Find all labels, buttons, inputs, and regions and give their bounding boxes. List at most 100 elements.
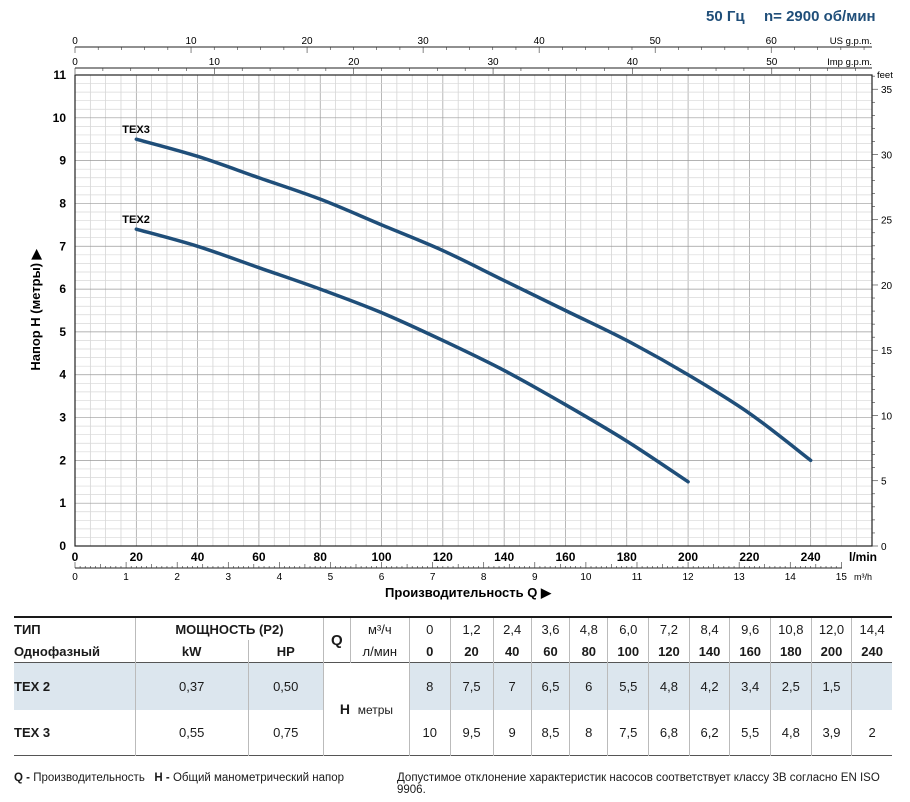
head-cell: 8,5 (530, 709, 570, 756)
m3h-cell: 8,4 (688, 617, 730, 640)
head-cell: 7,5 (449, 662, 494, 710)
x-tick-label: 20 (130, 550, 144, 564)
y-tick-label: 6 (59, 282, 66, 296)
x-tick-label: 100 (372, 550, 392, 564)
lmin-cell: 0 (408, 640, 451, 663)
m3h-unit-label: m³/h (854, 572, 872, 582)
head-cell: 10 (408, 709, 451, 756)
head-cell: 2,5 (770, 662, 812, 710)
m3h-tick-label: 6 (379, 572, 385, 583)
head-cell: 4,8 (648, 662, 690, 710)
m3h-tick-label: 13 (734, 572, 746, 583)
top-axis-tick-label: 30 (488, 57, 500, 68)
m3h-tick-label: 12 (683, 572, 695, 583)
top-axis-tick-label: 10 (185, 36, 197, 47)
m3h-cell: 4,8 (569, 617, 608, 640)
lmin-cell: 180 (770, 640, 812, 663)
m3h-tick-label: 8 (481, 572, 487, 583)
hp-cell: 0,50 (247, 662, 324, 710)
frequency-label: 50 Гц (706, 8, 745, 25)
x-unit-label: l/min (849, 550, 877, 564)
m3h-cell: 10,8 (770, 617, 812, 640)
x-axis-label: Производительность Q ▶ (385, 585, 552, 600)
h-legend-text: Общий манометрический напор (172, 772, 345, 784)
q-m3h-label: м³/ч (349, 617, 410, 640)
top-axis-tick-label: 0 (72, 36, 78, 47)
h-letter: H (339, 701, 350, 717)
m3h-cell: 0 (408, 617, 451, 640)
lmin-cell: 160 (729, 640, 771, 663)
top-axis-tick-label: 60 (766, 36, 778, 47)
top-axis-unit-label: US g.p.m. (830, 36, 872, 47)
m3h-tick-label: 0 (72, 572, 78, 583)
h-label: H метры (322, 662, 410, 756)
lmin-cell: 240 (851, 640, 892, 663)
head-cell: 7,5 (607, 709, 649, 756)
head-cell: 2 (851, 709, 892, 756)
lmin-cell: 40 (492, 640, 532, 663)
m3h-tick-label: 10 (580, 572, 592, 583)
m3h-tick-label: 7 (430, 572, 436, 583)
h-legend-key: H - (154, 772, 170, 784)
x-tick-label: 0 (72, 550, 79, 564)
m3h-cell: 12,0 (810, 617, 852, 640)
y-tick-label: 8 (59, 196, 66, 210)
head-cell: 8 (408, 662, 451, 710)
kw-cell: 0,37 (134, 662, 248, 710)
y-tick-label: 11 (53, 68, 66, 82)
series-line-tex3 (134, 137, 813, 463)
feet-unit-label: feet (877, 70, 893, 81)
x-tick-label: 140 (494, 550, 514, 564)
m3h-cell: 9,6 (729, 617, 771, 640)
m3h-cell: 1,2 (449, 617, 494, 640)
y-tick-label: 4 (59, 368, 66, 382)
top-axis-tick-label: 40 (627, 57, 639, 68)
top-axis-tick-label: 20 (348, 57, 360, 68)
spec-table: ТИП МОЩНОСТЬ (P2) Q м³/ч 0 1,2 2,4 3,6 4… (14, 616, 892, 756)
m3h-tick-label: 5 (328, 572, 334, 583)
feet-tick-label: 0 (881, 542, 887, 553)
head-cell (851, 662, 892, 710)
plot-border (74, 74, 873, 547)
col-type-header: ТИП (14, 621, 41, 637)
top-axis-tick-label: 0 (72, 57, 78, 68)
feet-tick-label: 5 (881, 477, 887, 488)
feet-tick-label: 30 (881, 150, 893, 161)
m3h-cell: 14,4 (851, 617, 892, 640)
head-cell: 1,5 (810, 662, 852, 710)
x-tick-label: 80 (314, 550, 328, 564)
footer-legend: Q - Производительность H - Общий маномет… (14, 772, 344, 784)
head-cell: 5,5 (729, 709, 771, 756)
m3h-tick-label: 14 (785, 572, 797, 583)
hp-cell: 0,75 (247, 709, 324, 756)
m3h-tick-label: 11 (632, 572, 643, 583)
feet-tick-label: 20 (881, 281, 893, 292)
top-axis-tick-label: 20 (302, 36, 314, 47)
tolerance-note: Допустимое отклонение характеристик насо… (397, 772, 880, 796)
y-tick-label: 2 (59, 453, 66, 467)
x-tick-label: 180 (617, 550, 637, 564)
head-cell: 6,8 (648, 709, 690, 756)
top-axis-tick-label: 50 (650, 36, 662, 47)
head-cell: 9 (492, 709, 532, 756)
head-cell: 8 (569, 709, 608, 756)
m3h-tick-label: 15 (836, 572, 848, 583)
m3h-tick-label: 2 (174, 572, 180, 583)
series-line-tex2 (134, 227, 690, 484)
y-tick-label: 9 (59, 154, 66, 168)
kw-cell: 0,55 (134, 709, 248, 756)
phase-label: Однофазный (14, 643, 101, 659)
m3h-cell: 2,4 (492, 617, 532, 640)
q-legend-key: Q - (14, 772, 30, 784)
top-axis-tick-label: 30 (418, 36, 430, 47)
x-tick-label: 200 (678, 550, 698, 564)
q-lmin-label: л/мин (349, 640, 410, 663)
lmin-cell: 60 (530, 640, 570, 663)
lmin-cell: 20 (449, 640, 494, 663)
m3h-tick-label: 1 (123, 572, 129, 583)
hp-header: HP (247, 640, 324, 663)
head-cell: 5,5 (607, 662, 649, 710)
x-tick-label: 240 (801, 550, 821, 564)
head-cell: 3,9 (810, 709, 852, 756)
